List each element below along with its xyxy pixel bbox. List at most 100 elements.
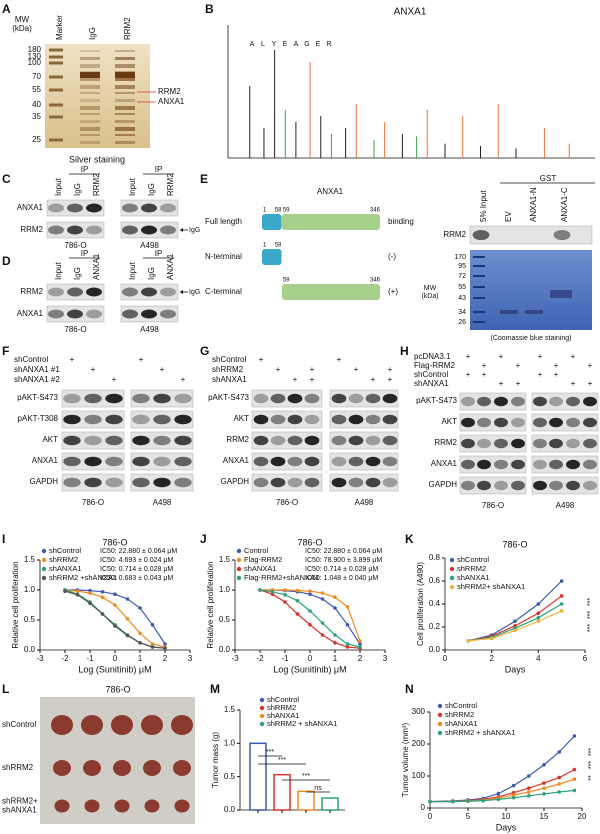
cell-line: 786-O [82,498,104,507]
series-line [430,778,575,803]
lane-label: RRM2 [166,173,175,196]
condition-sign: + [337,355,342,364]
photo-title: 786-O [105,684,130,694]
x-axis-title: Days [505,664,526,674]
data-point [283,593,287,597]
condition-sign: + [139,355,144,364]
blot-strip [61,431,125,450]
blot-strip [251,431,323,450]
lane-label: 5% Input [479,190,488,222]
blot-band [549,396,563,407]
blot-band [348,456,364,467]
blot-band [533,480,547,491]
blot-band [477,438,491,449]
protein-band [80,134,100,136]
condition-name: shControl [414,370,448,379]
x-axis-title: Log (Sunitinib) μM [78,664,151,674]
panel-label: H [400,344,409,358]
lane-label: Marker [55,15,64,40]
residue-number: 1 [263,208,267,214]
cell-line: A498 [153,498,172,507]
caption: (Coomassie blue staining) [491,335,572,342]
ic50-label: IC50: 22.880 ± 0.064 μM [305,548,382,555]
data-point [333,606,337,610]
blot-band [141,203,157,213]
blot-band [253,456,269,467]
cell-line: A498 [556,501,575,510]
protein-band [115,120,135,123]
blot-band [63,477,81,488]
blot-strip [329,431,399,450]
ic50-label: IC50: 0.683 ± 0.043 μM [100,575,173,582]
blot-strip [329,452,399,471]
blot-band [494,396,508,407]
data-point [138,631,142,635]
blot-band [304,456,320,467]
blot-band [174,477,192,488]
blot-band [511,459,525,470]
data-point [527,786,531,790]
series-line [260,589,361,645]
legend-label: shANXA1 [49,564,82,573]
x-tick-label: 1 [333,654,338,663]
series-line [64,589,166,648]
blot-band [67,225,83,235]
data-point [283,600,287,604]
condition-name: shRRM2 [212,365,244,374]
blot-band [461,396,475,407]
legend-marker [259,721,265,727]
protein-band [115,99,135,102]
blot-band [348,393,364,404]
data-point [451,799,455,804]
data-point [333,595,337,599]
legend-label: shANXA1 [267,711,300,720]
blot-band [174,435,192,446]
blot-band [84,393,102,404]
protein-band [80,113,100,115]
y-tick-label: 0.4 [429,599,441,608]
blot-band [331,477,347,488]
y-tick-label: 0.8 [429,553,441,562]
data-point [572,777,577,781]
blot-band [160,309,176,319]
tumor [111,715,133,735]
blot-band [382,435,398,446]
x-tick-label: 3 [383,654,388,663]
row-label: shRRM2 [2,763,34,772]
residue-number: 1 [263,243,267,249]
data-point [358,642,362,646]
blot-strip [459,392,527,411]
mw-marker: 55 [32,85,41,94]
mw-marker: 130 [28,52,42,61]
x-tick-label: -3 [231,654,239,663]
data-point [258,588,262,592]
series-line [468,595,563,642]
blot-band [132,477,150,488]
blot-band [48,225,64,235]
mw-marker: 55 [458,284,466,291]
data-point [113,603,117,607]
legend-label: shANXA1 [445,719,478,728]
protein-band [80,85,100,89]
blot-band [253,435,269,446]
data-point [542,786,546,790]
marker-band [473,311,485,313]
x-tick-label: 20 [578,812,587,821]
blot-band [511,417,525,428]
series-line [259,589,361,649]
blot-label: GAPDH [30,477,59,486]
marker-band [49,55,63,59]
residue-number: 346 [370,208,381,214]
lane-label: RRM2 [123,17,132,40]
lane-label: ANXA1-C [560,187,569,222]
marker-band [49,75,63,79]
data-point [542,763,546,767]
blot-band [477,480,491,491]
data-point [113,624,117,628]
series-line [430,789,575,803]
legend-marker [437,703,443,709]
legend-marker [437,721,443,727]
legend-marker [259,705,265,711]
legend-label: shANXA1 [244,564,277,573]
blot-band [141,287,157,297]
